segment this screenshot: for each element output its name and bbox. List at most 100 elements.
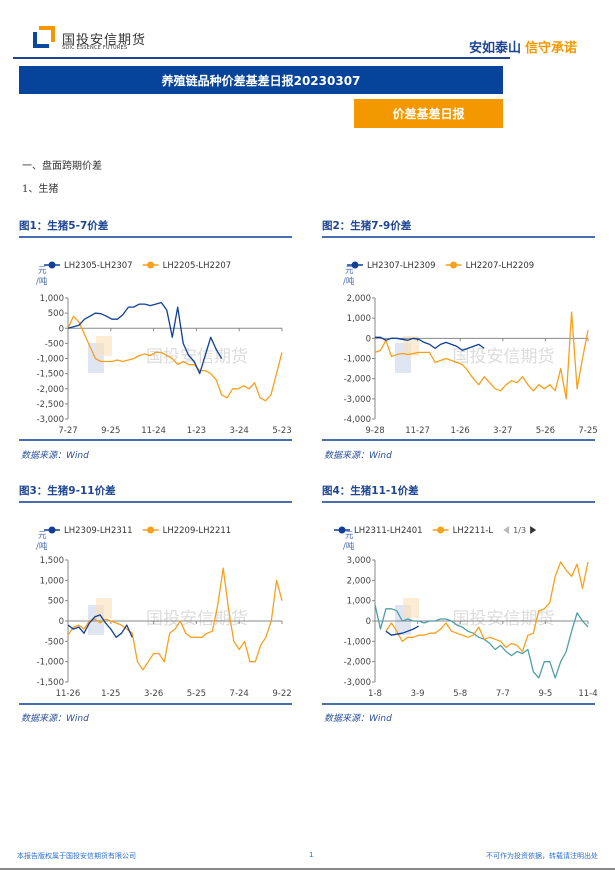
legend-label[interactable]: LH2305-LH2307	[64, 261, 133, 271]
section-heading: 一、盘面跨期价差	[22, 161, 102, 172]
x-tick-label: 3-27	[493, 426, 512, 436]
x-tick-label: 11-24	[141, 426, 166, 436]
series-line	[374, 604, 589, 679]
watermark-logo-icon	[96, 598, 112, 618]
chart-svg: 国投安信期货 2,000 1,000 0 -1,000 -2,000 -3,000 -4,00…	[343, 261, 598, 436]
watermark-text: 国投安信期货	[453, 347, 555, 367]
legend-page: 1/3	[513, 526, 526, 535]
series-line	[67, 315, 283, 402]
y-tick-label: 0	[59, 617, 64, 627]
x-tick-label: 5-8	[453, 689, 467, 699]
y-tick-label: -1,000	[344, 637, 371, 647]
chart-bottom-divider	[19, 439, 292, 441]
chart-title: 图2：生猪7-9价差	[322, 220, 412, 232]
chart-panel-4: 图4：生猪11-1价差 数据来源：Wind 国投安信期货 3,000 2,000 1,00…	[322, 475, 602, 730]
x-tick-label: 5-26	[536, 426, 555, 436]
footer-disclaimer: 不可作为投资依据，转载请注明出处	[486, 852, 598, 860]
x-tick-label: 7-24	[230, 689, 249, 699]
y-tick-label: -3,000	[344, 678, 371, 688]
y-unit-label: /吨	[36, 276, 48, 287]
y-unit-label: /吨	[36, 541, 48, 552]
legend-marker-icon	[147, 261, 155, 269]
y-tick-label: -1,500	[37, 678, 64, 688]
y-tick-label: 1,500	[40, 556, 64, 566]
y-unit-label: 元	[38, 266, 47, 276]
y-tick-label: -500	[45, 339, 64, 349]
chart-title-divider	[322, 501, 595, 503]
series-line	[385, 625, 420, 636]
x-tick-label: 11-26	[56, 689, 81, 699]
y-tick-label: -500	[45, 637, 64, 647]
slogan-part-b: 信守承诺	[524, 41, 577, 56]
legend-marker-icon	[147, 526, 155, 534]
y-tick-label: 0	[366, 334, 371, 344]
y-tick-label: 500	[48, 597, 64, 607]
footer-copyright: 本报告版权属于国投安信期货有限公司	[17, 852, 136, 860]
chart-title-divider	[322, 236, 595, 238]
legend-label[interactable]: LH2311-LH2401	[354, 526, 423, 536]
x-tick-label: 1-23	[187, 426, 206, 436]
chart-source: 数据来源：Wind	[324, 451, 392, 461]
logo-text: 国投安信期货	[62, 33, 147, 48]
chart-source: 数据来源：Wind	[324, 714, 392, 724]
y-unit-label: 元	[345, 266, 354, 276]
y-tick-label: 3,000	[347, 556, 371, 566]
x-tick-label: 9-25	[101, 426, 120, 436]
x-tick-label: 11-27	[405, 426, 430, 436]
x-tick-label: 7-25	[578, 426, 597, 436]
legend-label[interactable]: LH2205-LH2207	[163, 261, 232, 271]
legend-label[interactable]: LH2211-L	[453, 526, 494, 536]
y-tick-label: -1,000	[37, 658, 64, 668]
series-line	[67, 301, 223, 375]
legend-marker-icon	[48, 261, 56, 269]
x-tick-label: 9-5	[538, 689, 552, 699]
y-tick-label: -1,000	[344, 355, 371, 365]
legend-marker-icon	[338, 526, 346, 534]
x-tick-label: 7-7	[496, 689, 510, 699]
chart-svg: 国投安信期货 1,000 500 0 -500 -1,000 -1,500 -2,000 -2,…	[36, 261, 292, 436]
watermark-text: 国投安信期货	[146, 609, 248, 629]
legend-marker-icon	[351, 261, 359, 269]
y-unit-label: /吨	[343, 276, 355, 287]
chart-bottom-divider	[19, 703, 292, 705]
chart-source: 数据来源：Wind	[21, 714, 89, 724]
y-tick-label: 1,000	[40, 294, 64, 304]
y-tick-label: 1,000	[40, 576, 64, 586]
y-tick-label: 0	[366, 617, 371, 627]
y-unit-label: /吨	[343, 541, 355, 552]
y-unit-label: 元	[345, 531, 354, 541]
x-tick-label: 7-27	[58, 426, 77, 436]
watermark-logo-icon	[403, 336, 419, 356]
slogan-part-a: 安如泰山	[468, 41, 521, 56]
logo-subtext: SDIC ESSENCE FUTURES	[62, 45, 128, 51]
chart-panel-2: 图2：生猪7-9价差 数据来源：Wind 国投安信期货 2,000 1,000 0 -1,0…	[322, 210, 602, 465]
legend-label[interactable]: LH2209-LH2211	[163, 526, 232, 536]
y-tick-label: 1,000	[347, 597, 371, 607]
chart-panel-1: 图1：生猪5-7价差 数据来源：Wind 国投安信期货 1,000 500 0 -500 -1…	[19, 210, 299, 465]
series-line	[374, 311, 589, 400]
chart-title-divider	[19, 236, 292, 238]
legend-marker-icon	[437, 526, 445, 534]
chart-svg: 国投安信期货 3,000 2,000 1,000 0 -1,000 -2,000 -3,000…	[334, 526, 598, 699]
y-tick-label: -2,000	[344, 375, 371, 385]
x-tick-label: 11-4	[578, 689, 597, 699]
x-tick-label: 9-28	[365, 426, 384, 436]
chart-svg: 国投安信期货 1,500 1,000 500 0 -500 -1,000 -1,50011-2…	[36, 526, 292, 699]
legend-label[interactable]: LH2309-LH2311	[64, 526, 133, 536]
series-line	[385, 561, 589, 653]
footer-divider	[0, 868, 615, 870]
x-tick-label: 3-26	[144, 689, 163, 699]
x-tick-label: 9-22	[272, 689, 291, 699]
legend-prev-icon[interactable]	[503, 526, 510, 534]
header-divider	[13, 57, 510, 59]
x-tick-label: 5-23	[272, 426, 291, 436]
report-tag: 价差基差日报	[354, 99, 503, 128]
series-line	[375, 336, 485, 352]
legend-marker-icon	[48, 526, 56, 534]
legend-label[interactable]: LH2307-LH2309	[367, 261, 436, 271]
legend-next-icon[interactable]	[530, 526, 537, 534]
chart-panel-3: 图3：生猪9-11价差 数据来源：Wind 国投安信期货 1,500 1,000 500 0…	[19, 475, 299, 730]
legend-marker-icon	[450, 261, 458, 269]
watermark-logo-icon	[403, 598, 419, 618]
legend-label[interactable]: LH2207-LH2209	[466, 261, 535, 271]
